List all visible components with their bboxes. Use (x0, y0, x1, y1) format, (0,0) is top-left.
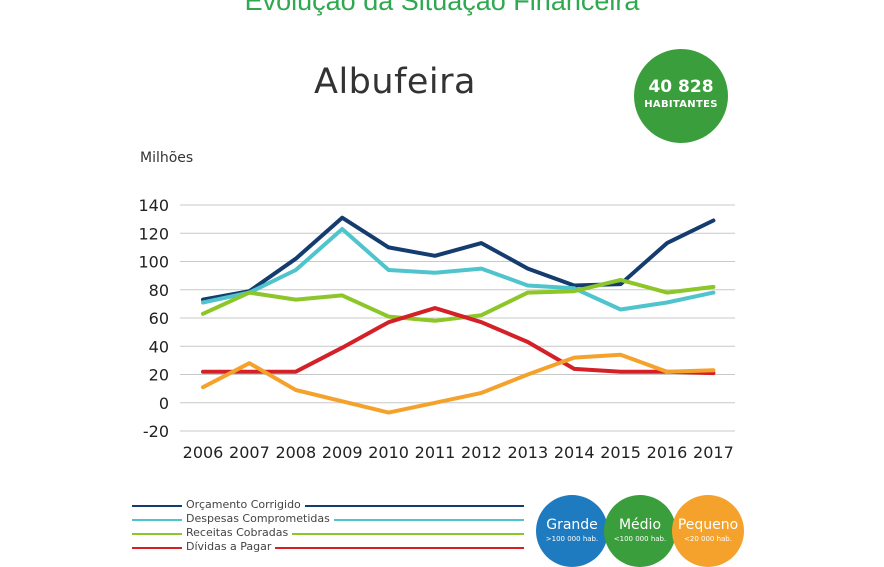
legend-label: Despesas Comprometidas (182, 512, 334, 526)
legend-item: Orçamento Corrigido (132, 498, 532, 512)
series-line-1 (201, 215, 716, 302)
y-tick-label: 40 (149, 337, 169, 356)
population-badge: 40 828 HABITANTES (634, 49, 728, 143)
page-title: Evolução da Situação Financeira (244, 0, 640, 16)
size-badge-name: Médio (618, 517, 662, 533)
x-tick-label: 2014 (554, 443, 595, 462)
series-line-2 (201, 227, 716, 312)
x-tick-label: 2010 (368, 443, 409, 462)
x-tick-label: 2012 (461, 443, 502, 462)
x-tick-label: 2008 (275, 443, 316, 462)
legend-swatch (132, 505, 524, 507)
size-badge-name: Grande (546, 517, 598, 533)
y-tick-label: 120 (138, 224, 169, 243)
legend-label: Receitas Cobradas (182, 526, 293, 540)
size-badge-medio: Médio <100 000 hab. (604, 495, 676, 567)
x-tick-label: 2013 (507, 443, 548, 462)
y-tick-label: 0 (159, 394, 169, 413)
legend-item: Receitas Cobradas (132, 526, 532, 540)
legend-swatch (132, 533, 524, 535)
size-badge-sub: >100 000 hab. (545, 535, 599, 543)
x-tick-label: 2016 (647, 443, 688, 462)
legend-label: Dívidas a Pagar (182, 540, 276, 554)
y-axis: 140 120 100 80 60 40 20 0 -20 (138, 196, 169, 441)
x-tick-label: 2017 (693, 443, 734, 462)
y-tick-label: 60 (149, 309, 169, 328)
y-tick-label: 80 (149, 281, 169, 300)
size-badge-pequeno: Pequeno <20 000 hab. (672, 495, 744, 567)
chart-legend: Orçamento Corrigido Despesas Comprometid… (132, 498, 532, 554)
chart-series (201, 215, 716, 415)
unit-label: Milhões (140, 150, 194, 166)
legend-label: Orçamento Corrigido (182, 498, 305, 512)
size-badge-grande: Grande >100 000 hab. (536, 495, 608, 567)
series-line-3 (201, 277, 716, 323)
series-line-4 (201, 306, 716, 376)
population-value: 40 828 (648, 77, 714, 97)
series-line-5 (201, 352, 716, 415)
x-tick-label: 2011 (415, 443, 456, 462)
x-axis: 2006 2007 2008 2009 2010 2011 2012 2013 2014 2015… (183, 443, 734, 462)
x-tick-label: 2009 (322, 443, 363, 462)
population-label: HABITANTES (644, 99, 718, 110)
legend-item: Despesas Comprometidas (132, 512, 532, 526)
x-tick-label: 2006 (183, 443, 224, 462)
y-tick-label: 20 (149, 366, 169, 385)
municipality-name: Albufeira (314, 62, 476, 102)
legend-item: Dívidas a Pagar (132, 540, 532, 554)
size-badge-sub: <20 000 hab. (684, 535, 732, 543)
size-badge-sub: <100 000 hab. (613, 535, 667, 543)
x-tick-label: 2007 (229, 443, 270, 462)
y-tick-label: -20 (143, 422, 169, 441)
x-tick-label: 2015 (600, 443, 641, 462)
y-tick-label: 140 (138, 196, 169, 215)
y-tick-label: 100 (138, 253, 169, 272)
size-badge-name: Pequeno (677, 517, 739, 533)
